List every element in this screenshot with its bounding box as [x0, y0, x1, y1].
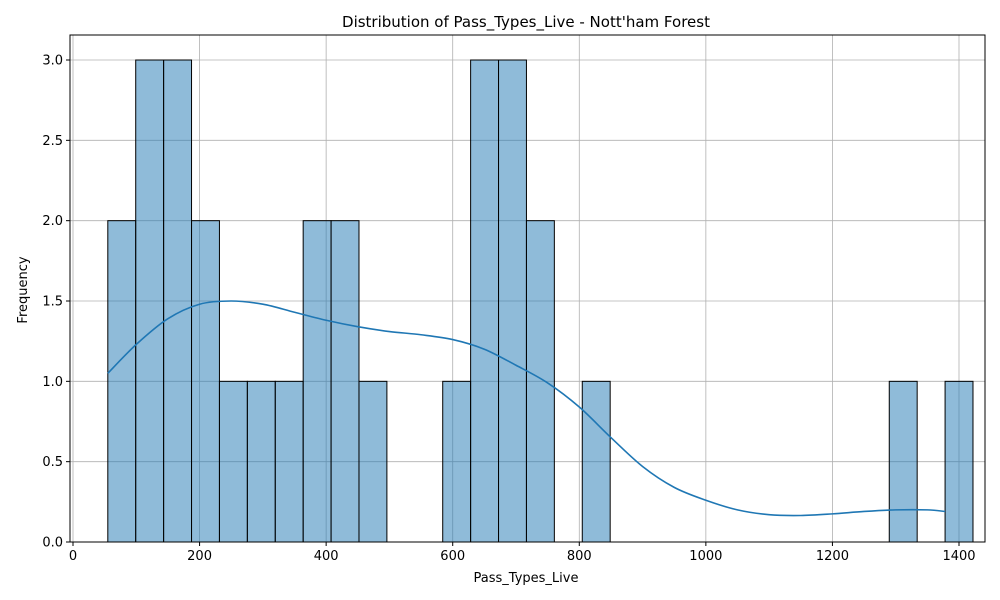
histogram-bar — [246, 380, 276, 543]
y-tick-label: 2.5 — [42, 134, 63, 149]
x-tick-label: 0 — [69, 549, 77, 564]
histogram-bar — [442, 380, 472, 543]
histogram-bar — [218, 380, 248, 543]
y-axis-label: Frequency — [16, 256, 31, 323]
x-axis-label: Pass_Types_Live — [474, 571, 579, 586]
x-tick-label: 1400 — [942, 549, 975, 564]
x-tick-label: 600 — [440, 549, 465, 564]
histogram-bar — [470, 59, 500, 543]
bars — [107, 59, 974, 543]
histogram-bar — [944, 380, 974, 543]
histogram-bar — [135, 59, 165, 543]
y-tick-label: 2.0 — [42, 214, 63, 229]
kde-curve — [107, 300, 946, 517]
histogram-bar — [358, 380, 388, 543]
histogram-bar — [525, 220, 555, 543]
histogram-bar — [581, 380, 611, 543]
y-ticks: 0.0 0.5 1.0 1.5 2.0 2.5 3.0 — [42, 54, 70, 551]
y-tick-label: 1.0 — [42, 375, 63, 390]
histogram-bar — [163, 59, 193, 543]
kde-layer — [107, 300, 946, 517]
x-ticks: 0 200 400 600 800 1000 1200 1400 — [69, 542, 976, 564]
y-tick-label: 3.0 — [42, 54, 63, 69]
histogram-bar — [330, 220, 360, 543]
x-tick-label: 1000 — [689, 549, 722, 564]
histogram-bar — [498, 59, 527, 543]
chart-title: Distribution of Pass_Types_Live - Nott'h… — [342, 13, 710, 32]
y-tick-label: 0.5 — [42, 455, 63, 470]
histogram-bar — [107, 220, 137, 543]
histogram-bar — [302, 220, 332, 543]
axes — [69, 34, 986, 543]
y-tick-label: 1.5 — [42, 295, 63, 310]
histogram-bar — [191, 220, 220, 543]
y-tick-label: 0.0 — [42, 536, 63, 551]
histogram-bar — [274, 380, 304, 543]
x-tick-label: 800 — [567, 549, 592, 564]
x-tick-label: 1200 — [816, 549, 849, 564]
histogram-bar — [888, 380, 918, 543]
x-tick-label: 400 — [314, 549, 339, 564]
x-tick-label: 200 — [187, 549, 212, 564]
plot-frame — [69, 34, 986, 543]
